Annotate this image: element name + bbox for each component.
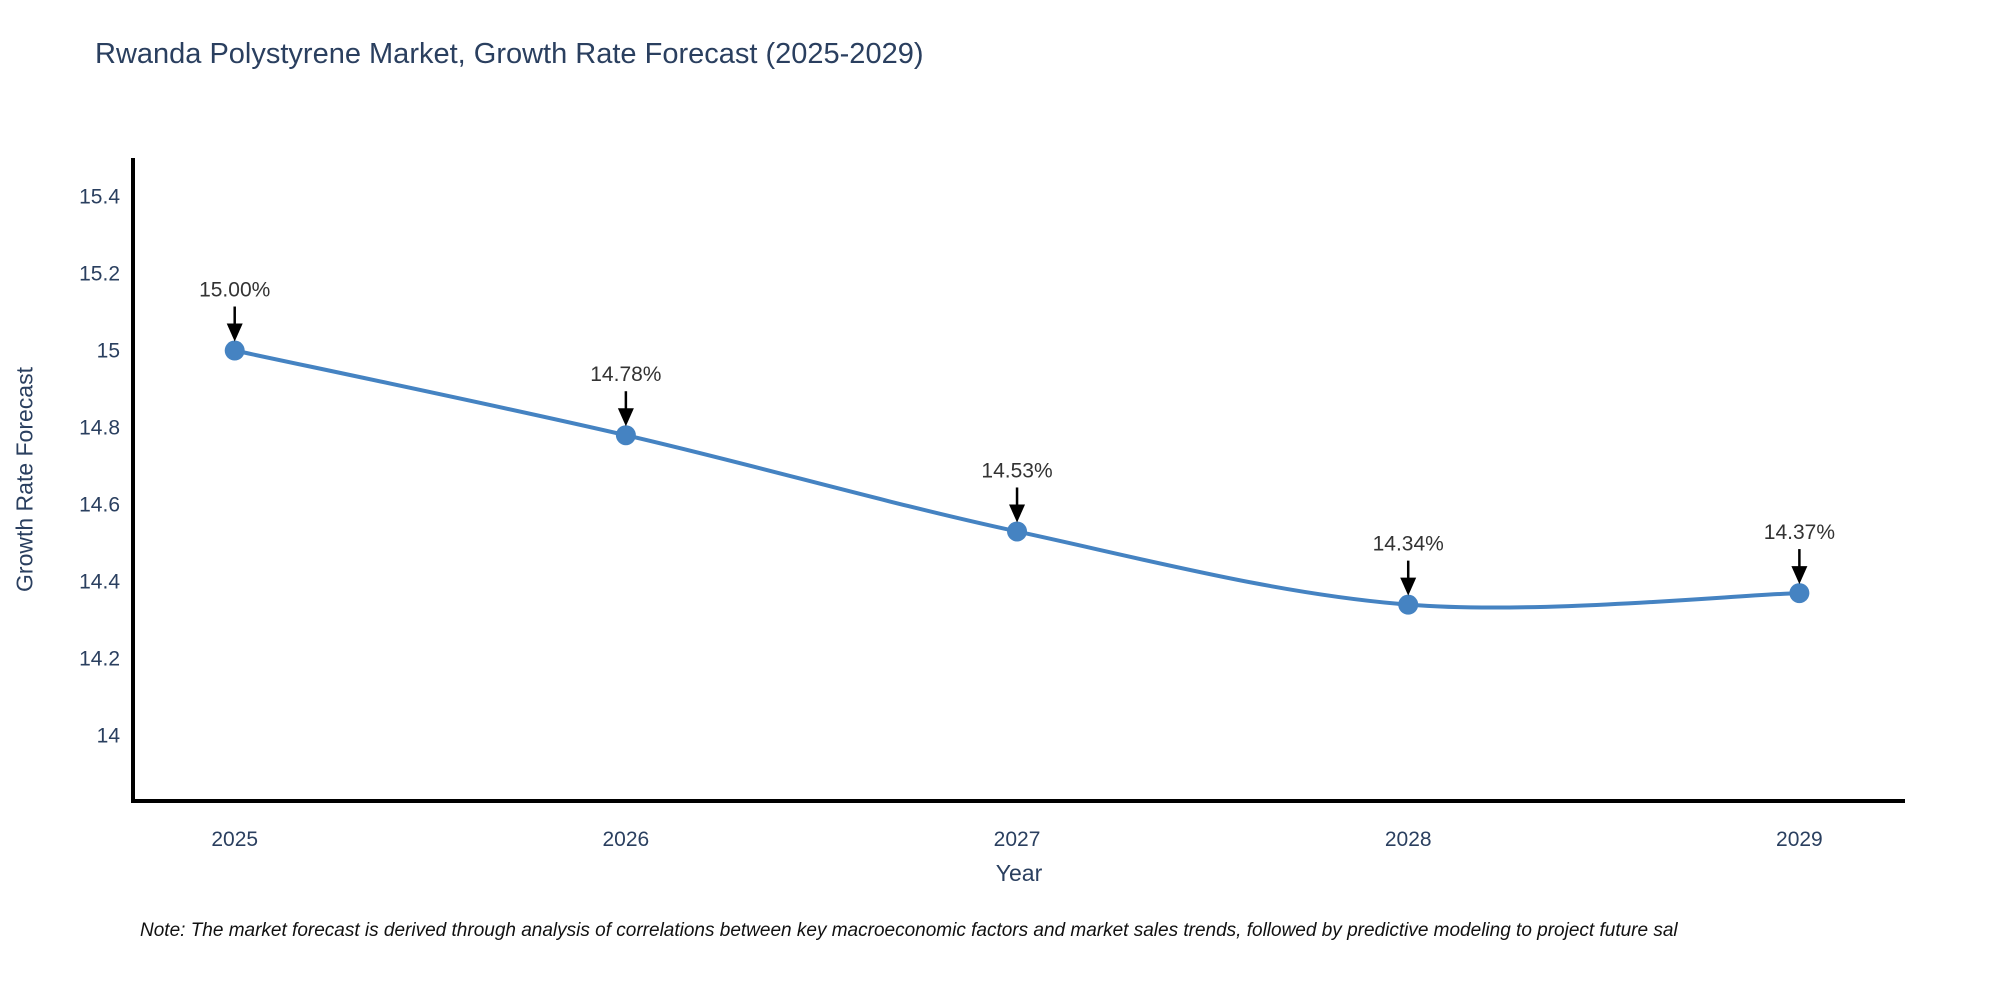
x-tick-label: 2029: [1776, 828, 1823, 851]
annotation-label: 14.37%: [1764, 521, 1835, 544]
annotation-label: 15.00%: [199, 279, 270, 302]
annotation-arrowhead: [617, 408, 634, 427]
y-tick-label: 15.2: [79, 263, 120, 286]
x-tick-label: 2026: [603, 828, 650, 851]
y-axis-title: Growth Rate Forecast: [11, 367, 38, 592]
x-tick-label: 2028: [1385, 828, 1432, 851]
y-tick-label: 14: [97, 725, 121, 748]
annotation-arrowhead: [1009, 504, 1026, 523]
data-point-marker: [1398, 594, 1419, 615]
y-tick-label: 15.4: [79, 186, 120, 209]
annotation-arrowhead: [226, 323, 243, 342]
y-tick-label: 15: [97, 340, 120, 363]
chart-title: Rwanda Polystyrene Market, Growth Rate F…: [95, 38, 924, 70]
y-tick-label: 14.2: [79, 648, 120, 671]
y-tick-label: 14.6: [79, 494, 120, 517]
data-point-marker: [615, 425, 636, 446]
x-tick-label: 2025: [211, 828, 258, 851]
annotation-label: 14.78%: [590, 363, 661, 386]
x-tick-label: 2027: [994, 828, 1041, 851]
y-tick-label: 14.4: [79, 571, 120, 594]
data-point-marker: [1789, 583, 1810, 604]
data-point-marker: [1007, 521, 1028, 542]
y-tick-label: 14.8: [79, 417, 120, 440]
annotation-arrowhead: [1791, 566, 1808, 585]
annotation-label: 14.34%: [1373, 533, 1444, 556]
annotation-label: 14.53%: [981, 459, 1052, 482]
annotation-arrowhead: [1400, 577, 1417, 596]
x-axis-title: Year: [995, 860, 1043, 886]
data-point-marker: [224, 340, 245, 361]
footnote: Note: The market forecast is derived thr…: [140, 920, 1678, 941]
